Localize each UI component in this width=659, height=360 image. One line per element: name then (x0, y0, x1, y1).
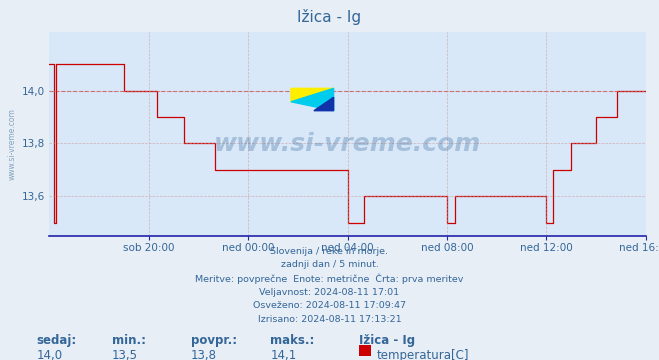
Text: Ižica - Ig: Ižica - Ig (297, 9, 362, 25)
Text: sedaj:: sedaj: (36, 334, 76, 347)
Text: 13,5: 13,5 (112, 349, 138, 360)
Text: zadnji dan / 5 minut.: zadnji dan / 5 minut. (281, 260, 378, 269)
Polygon shape (314, 97, 333, 111)
Text: www.si-vreme.com: www.si-vreme.com (8, 108, 17, 180)
Text: Veljavnost: 2024-08-11 17:01: Veljavnost: 2024-08-11 17:01 (260, 288, 399, 297)
Polygon shape (291, 88, 333, 111)
Text: 13,8: 13,8 (191, 349, 217, 360)
Text: Slovenija / reke in morje.: Slovenija / reke in morje. (270, 247, 389, 256)
Text: povpr.:: povpr.: (191, 334, 237, 347)
Text: temperatura[C]: temperatura[C] (377, 349, 469, 360)
Text: www.si-vreme.com: www.si-vreme.com (214, 132, 481, 156)
Text: Ižica - Ig: Ižica - Ig (359, 334, 415, 347)
Text: Izrisano: 2024-08-11 17:13:21: Izrisano: 2024-08-11 17:13:21 (258, 315, 401, 324)
Text: 14,0: 14,0 (36, 349, 63, 360)
Polygon shape (291, 88, 333, 102)
Text: Osveženo: 2024-08-11 17:09:47: Osveženo: 2024-08-11 17:09:47 (253, 301, 406, 310)
Text: min.:: min.: (112, 334, 146, 347)
Text: maks.:: maks.: (270, 334, 314, 347)
Text: 14,1: 14,1 (270, 349, 297, 360)
Text: Meritve: povprečne  Enote: metrične  Črta: prva meritev: Meritve: povprečne Enote: metrične Črta:… (195, 274, 464, 284)
